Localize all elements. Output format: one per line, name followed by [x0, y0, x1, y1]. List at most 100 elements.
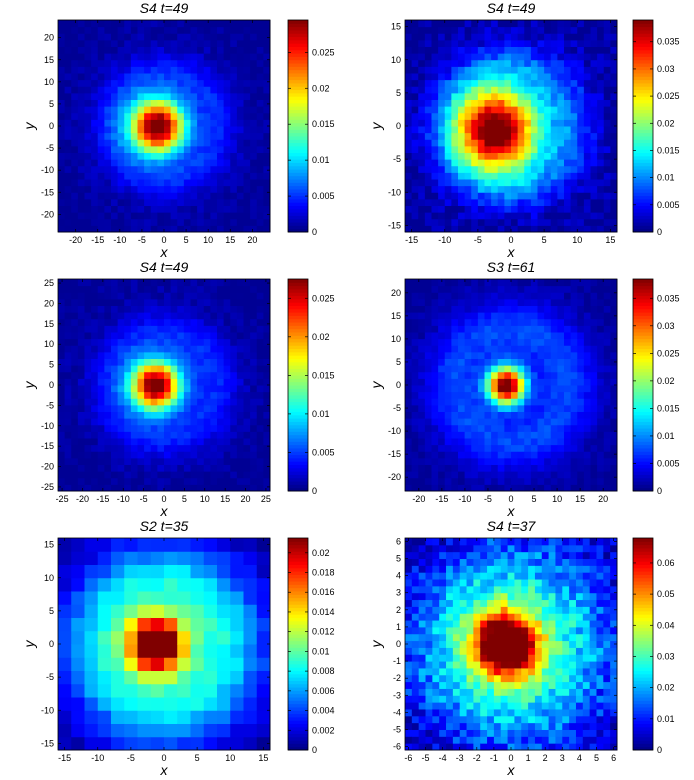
x-tick-label: -15 [435, 494, 448, 504]
heatmap-cell [603, 385, 611, 393]
heatmap-cell [530, 484, 538, 492]
heatmap-cell [564, 451, 572, 459]
heatmap-cell [411, 79, 419, 87]
heatmap-cell [438, 86, 446, 94]
heatmap-cell [424, 391, 432, 399]
heatmap-cell [464, 165, 472, 173]
heatmap-cell [150, 33, 158, 41]
heatmap-cell [431, 59, 439, 67]
heatmap-cell [150, 152, 158, 160]
heatmap-cell [203, 345, 211, 353]
heatmap-cell [597, 119, 605, 127]
heatmap-cell [197, 298, 205, 306]
heatmap-cell [64, 92, 72, 100]
heatmap-cell [504, 212, 512, 220]
heatmap-cell [405, 411, 413, 419]
colorbar-swatch [288, 444, 308, 449]
heatmap-cell [124, 736, 138, 751]
heatmap-cell [263, 457, 271, 465]
heatmap-cell [124, 723, 138, 738]
heatmap-cell [583, 145, 591, 153]
heatmap-cell [484, 444, 492, 452]
colorbar-swatch [288, 23, 308, 28]
heatmap-cell [117, 418, 125, 426]
heatmap-cell [524, 126, 532, 134]
heatmap-cell [243, 152, 251, 160]
heatmap-cell [150, 670, 165, 685]
heatmap-cell [431, 53, 439, 61]
heatmap-cell [64, 279, 72, 287]
heatmap-cell [590, 39, 598, 47]
heatmap-cell [91, 39, 99, 47]
heatmap-cell [451, 139, 459, 147]
heatmap-cell [256, 26, 264, 34]
heatmap-cell [583, 431, 591, 439]
x-tick-label: 10 [200, 494, 210, 504]
heatmap-cell [124, 185, 132, 193]
heatmap-cell [243, 464, 251, 472]
heatmap-cell [444, 378, 452, 386]
heatmap-cell [557, 73, 565, 81]
heatmap-cell [411, 444, 419, 452]
heatmap-cell [477, 39, 485, 47]
heatmap-cell [583, 59, 591, 67]
heatmap-cell [124, 591, 138, 605]
heatmap-cell [497, 33, 505, 41]
heatmap-cell [77, 86, 85, 94]
heatmap-cell [157, 444, 165, 452]
heatmap-cell [236, 106, 244, 114]
heatmap-cell [464, 92, 472, 100]
heatmap-cell [71, 617, 85, 632]
heatmap-cell [117, 332, 125, 340]
heatmap-cell [230, 577, 244, 592]
heatmap-cell [577, 371, 585, 379]
heatmap-cell [77, 345, 85, 353]
heatmap-cell [451, 398, 459, 406]
heatmap-cell [583, 404, 591, 412]
heatmap-cell [444, 345, 452, 353]
heatmap-cell [71, 39, 79, 47]
heatmap-cell [223, 325, 231, 333]
heatmap-cell [71, 279, 79, 287]
heatmap-cell [511, 345, 519, 353]
heatmap-cell [464, 86, 472, 94]
heatmap-cell [583, 73, 591, 81]
heatmap-cell [137, 39, 145, 47]
heatmap-cell [58, 477, 66, 485]
x-axis-label: x [160, 503, 169, 519]
heatmap-cell [223, 172, 231, 180]
heatmap-cell [58, 564, 72, 579]
heatmap-cell [77, 418, 85, 426]
heatmap-cell [597, 198, 605, 206]
heatmap-cell [603, 279, 611, 287]
heatmap-cell [124, 205, 132, 213]
heatmap-cell [203, 205, 211, 213]
heatmap-cell [524, 46, 532, 54]
heatmap-cell [256, 66, 264, 74]
heatmap-cell [504, 126, 512, 134]
heatmap-cell [58, 119, 66, 127]
heatmap-cell [64, 159, 72, 167]
colorbar-swatch [633, 451, 653, 456]
heatmap-cell [137, 438, 145, 446]
heatmap-cell [537, 351, 545, 359]
heatmap-cell [610, 424, 618, 432]
heatmap-cell [256, 59, 264, 67]
colorbar-swatch [633, 318, 653, 323]
colorbar-swatch [288, 185, 308, 190]
heatmap-cell [130, 66, 138, 74]
heatmap-cell [58, 457, 66, 465]
heatmap-cell [71, 378, 79, 386]
heatmap-cell [210, 477, 218, 485]
heatmap-cell [137, 604, 152, 618]
heatmap-cell [177, 139, 185, 147]
heatmap-cell [537, 385, 545, 393]
heatmap-cell [130, 298, 138, 306]
heatmap-cell [544, 371, 552, 379]
heatmap-cell [230, 617, 244, 632]
heatmap-cell [544, 99, 552, 107]
x-tick-label: -25 [56, 494, 69, 504]
heatmap-cell [230, 736, 244, 751]
heatmap-cell [137, 92, 145, 100]
heatmap-cell [183, 451, 191, 459]
